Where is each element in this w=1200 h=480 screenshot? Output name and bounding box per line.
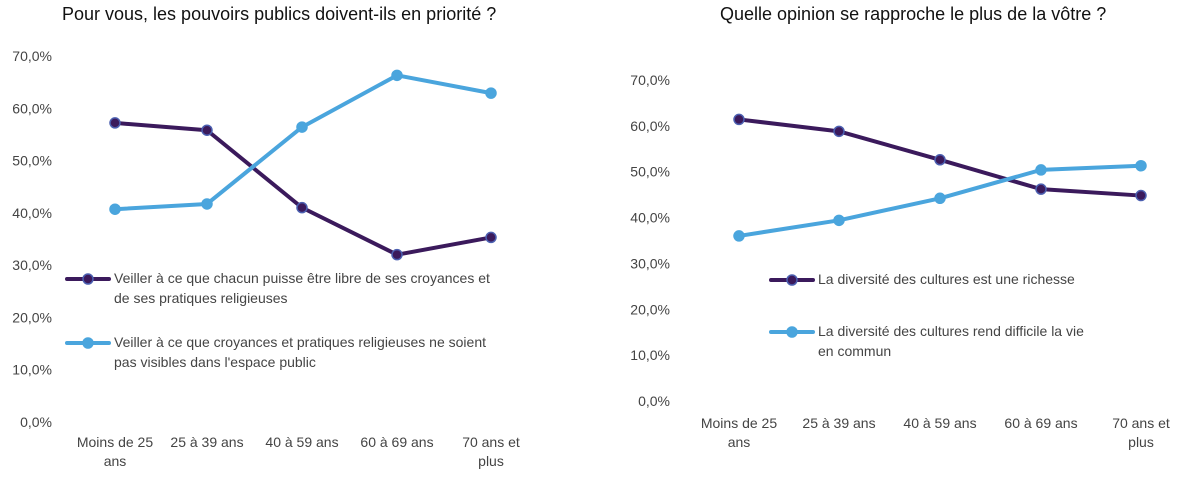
data-point xyxy=(733,230,745,242)
legend-marker xyxy=(82,337,94,349)
x-tick-label-line: plus xyxy=(1128,434,1154,450)
y-tick-label: 70,0% xyxy=(12,48,52,64)
chart-title: Quelle opinion se rapproche le plus de l… xyxy=(720,4,1107,24)
data-point xyxy=(485,87,497,99)
legend-marker xyxy=(82,273,94,285)
legend-label-line: de ses pratiques religieuses xyxy=(114,290,288,306)
x-tick-label-line: Moins de 25 xyxy=(701,415,777,431)
x-tick-label: 60 à 69 ans xyxy=(360,434,433,450)
x-tick-label-line: 70 ans et xyxy=(462,434,520,450)
x-tick-label: 60 à 69 ans xyxy=(1004,415,1077,431)
chart-left-plot: 0,0% 10,0% 20,0% 30,0% 40,0% 50,0% 60,0% 70,0% M… xyxy=(12,48,520,469)
data-point xyxy=(733,113,745,126)
data-point xyxy=(833,214,845,227)
chart-right: Quelle opinion se rapproche le plus de l… xyxy=(600,0,1200,480)
y-tick-label: 0,0% xyxy=(638,393,670,409)
x-tick-label-line: Moins de 25 xyxy=(77,434,153,450)
data-point xyxy=(296,121,308,133)
x-tick-label-line: ans xyxy=(728,434,751,450)
y-tick-label: 50,0% xyxy=(630,164,670,180)
y-tick-label: 0,0% xyxy=(20,414,52,430)
series-line xyxy=(113,120,493,257)
data-point xyxy=(934,154,946,166)
legend-label-line: Veiller à ce que chacun puisse être libr… xyxy=(114,270,490,286)
x-tick-label: 40 à 59 ans xyxy=(903,415,976,431)
legend-label-line: La diversité des cultures est une riches… xyxy=(818,271,1075,287)
data-point xyxy=(934,192,946,205)
data-point xyxy=(201,198,213,210)
data-point xyxy=(485,231,497,244)
y-tick-label: 30,0% xyxy=(12,257,52,273)
y-tick-label: 20,0% xyxy=(630,301,670,317)
legend-label-line: Veiller à ce que croyances et pratiques … xyxy=(114,334,486,350)
legend-marker xyxy=(786,326,798,338)
x-tick-label: 40 à 59 ans xyxy=(265,434,338,450)
x-tick-label: 70 ans et plus xyxy=(462,434,520,469)
data-point xyxy=(1035,183,1047,195)
data-point xyxy=(1135,160,1147,172)
x-tick-label: 70 ans et plus xyxy=(1112,415,1170,450)
legend-label: La diversité des cultures est une riches… xyxy=(818,271,1075,287)
data-point xyxy=(201,124,213,136)
y-tick-label: 10,0% xyxy=(12,362,52,378)
legend-label-line: pas visibles dans l'espace public xyxy=(114,354,316,370)
y-tick-label: 20,0% xyxy=(12,309,52,325)
x-tick-label-line: 25 à 39 ans xyxy=(802,415,875,431)
chart-title: Pour vous, les pouvoirs publics doivent-… xyxy=(62,4,497,24)
x-tick-label: 25 à 39 ans xyxy=(170,434,243,450)
x-tick-label: Moins de 25 ans xyxy=(77,434,153,469)
chart-left: Pour vous, les pouvoirs publics doivent-… xyxy=(12,4,520,469)
data-point xyxy=(1035,164,1047,176)
y-tick-label: 10,0% xyxy=(630,347,670,363)
y-tick-label: 30,0% xyxy=(630,255,670,271)
x-tick-label: Moins de 25 ans xyxy=(701,415,777,450)
series-line xyxy=(113,73,493,212)
x-tick-label-line: 40 à 59 ans xyxy=(903,415,976,431)
y-tick-label: 40,0% xyxy=(630,210,670,226)
legend-label: La diversité des cultures rend difficile… xyxy=(818,323,1084,359)
data-point xyxy=(391,69,403,82)
x-tick-label: 25 à 39 ans xyxy=(802,415,875,431)
y-tick-label: 40,0% xyxy=(12,205,52,221)
x-tick-label-line: 60 à 69 ans xyxy=(360,434,433,450)
data-point xyxy=(109,203,121,215)
y-tick-label: 60,0% xyxy=(12,100,52,116)
x-tick-label-line: 25 à 39 ans xyxy=(170,434,243,450)
chart-right-plot: 0,0% 10,0% 20,0% 30,0% 40,0% 50,0% 60,0% 70,0% M… xyxy=(630,72,1170,450)
data-point xyxy=(109,117,121,129)
data-point xyxy=(1135,189,1147,202)
data-point xyxy=(833,125,845,138)
legend-label-line: La diversité des cultures rend difficile… xyxy=(818,323,1084,339)
data-point xyxy=(296,201,308,214)
y-tick-label: 50,0% xyxy=(12,153,52,169)
y-tick-label: 60,0% xyxy=(630,118,670,134)
y-tick-label: 70,0% xyxy=(630,72,670,88)
x-tick-label-line: plus xyxy=(478,453,504,469)
legend-label: Veiller à ce que chacun puisse être libr… xyxy=(114,270,490,306)
x-tick-label-line: 70 ans et xyxy=(1112,415,1170,431)
legend-marker xyxy=(786,274,798,286)
data-point xyxy=(391,248,403,261)
x-tick-label-line: 40 à 59 ans xyxy=(265,434,338,450)
x-tick-label-line: ans xyxy=(104,453,127,469)
x-tick-label-line: 60 à 69 ans xyxy=(1004,415,1077,431)
legend-label: Veiller à ce que croyances et pratiques … xyxy=(114,334,486,370)
legend-label-line: en commun xyxy=(818,343,891,359)
